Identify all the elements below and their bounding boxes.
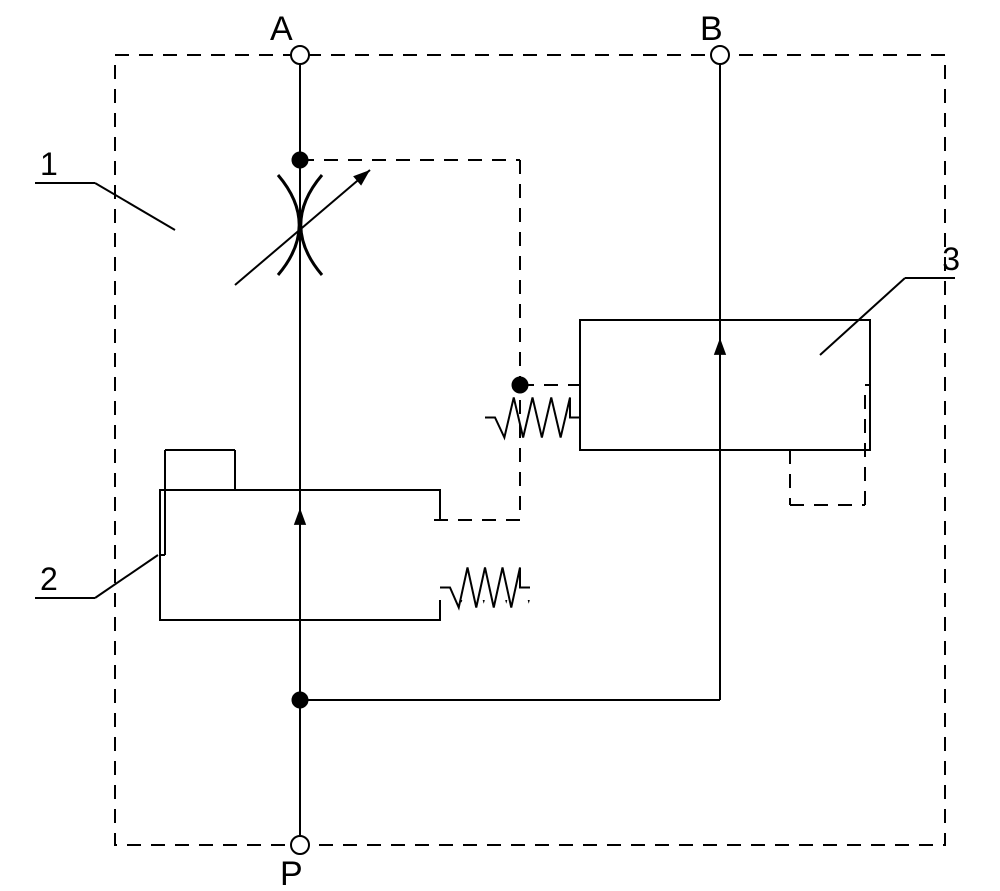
- throttle-arc-left: [278, 175, 299, 275]
- port-label-B: B: [700, 10, 723, 48]
- port-A: [291, 46, 309, 64]
- port-P: [291, 836, 309, 854]
- callout-1-leader: [95, 183, 175, 230]
- callout-2-label: 2: [40, 561, 58, 597]
- junction: [292, 152, 308, 168]
- throttle-adjust-arrow: [235, 170, 370, 285]
- port-B: [711, 46, 729, 64]
- junction: [512, 377, 528, 393]
- callout-2-leader: [95, 555, 158, 598]
- port-label-A: A: [270, 10, 293, 48]
- port-label-P: P: [280, 855, 303, 891]
- junction: [292, 692, 308, 708]
- callout-3-label: 3: [942, 241, 960, 277]
- callout-1-label: 1: [40, 146, 58, 182]
